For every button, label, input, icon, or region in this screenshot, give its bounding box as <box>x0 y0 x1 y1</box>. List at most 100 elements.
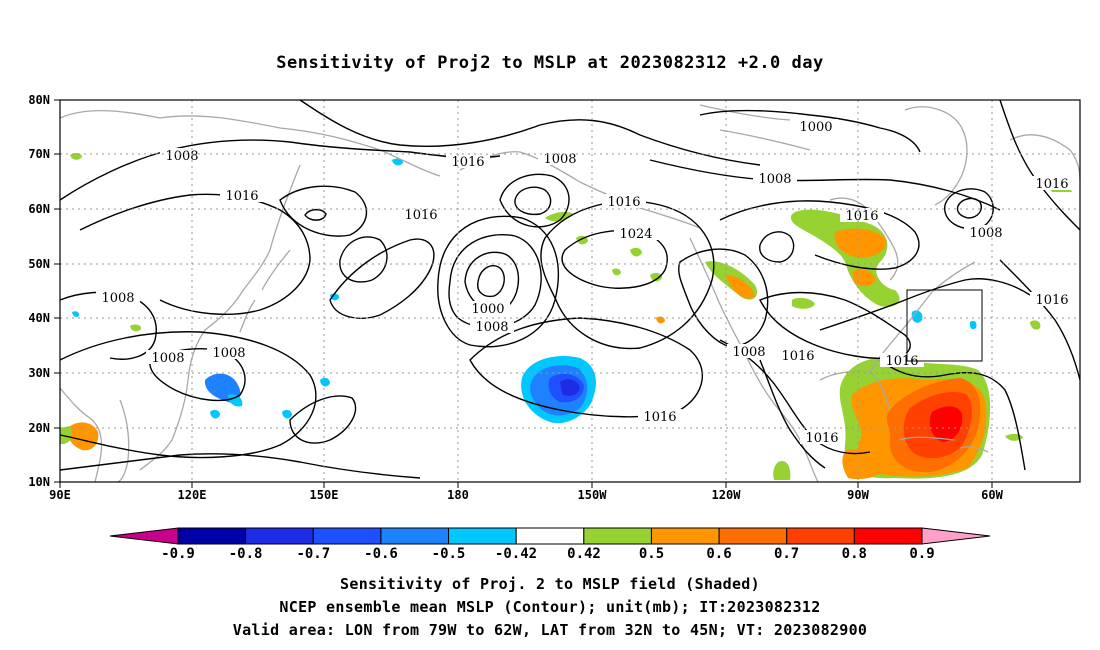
svg-text:1016: 1016 <box>885 354 918 369</box>
colorbar-cell <box>515 527 585 545</box>
colorbar-cell <box>380 527 450 545</box>
contour-label: 1008 <box>146 350 190 366</box>
contour-arctic-1008 <box>59 139 501 201</box>
lat-tick-label: 80N <box>28 93 50 107</box>
figure-title: Sensitivity of Proj2 to MSLP at 20230823… <box>276 53 823 73</box>
contour-high-1024 <box>561 229 668 289</box>
shade-small-green-1 <box>70 152 82 160</box>
contour-label: 1016 <box>1030 176 1074 192</box>
shade-small-blue-8 <box>72 311 80 317</box>
contour-bering-1000 <box>514 186 552 216</box>
colorbar-label: -0.7 <box>296 546 330 562</box>
svg-text:1016: 1016 <box>1035 293 1068 308</box>
contour-label: 1016 <box>840 208 884 224</box>
coast-india <box>59 387 103 483</box>
shade-small-blue-2 <box>210 409 220 419</box>
colorbar-label: -0.42 <box>495 546 537 562</box>
shade-atlantic-green <box>1030 320 1041 330</box>
colorbar-cells <box>177 527 923 545</box>
lon-tick-label: 60W <box>981 488 1003 502</box>
shade-small-green-5 <box>650 272 662 282</box>
contour-labrador-1008 <box>944 188 994 230</box>
shade-small-green-6 <box>612 268 621 276</box>
colorbar-label: 0.9 <box>909 546 934 562</box>
contour-arctic-1016 <box>299 99 761 166</box>
shade-small-green-4 <box>630 247 642 257</box>
contour-label: 1008 <box>96 290 140 306</box>
contour-labels: 1008 1016 1016 1008 1016 1008 1000 1008 … <box>96 119 1074 446</box>
contour-na-1016-b <box>759 291 911 360</box>
mslp-contours <box>59 99 1081 479</box>
svg-text:1016: 1016 <box>845 209 878 224</box>
lat-tick-label: 30N <box>28 366 50 380</box>
lon-tick-label: 120E <box>178 488 207 502</box>
contour-wpac-1008 <box>149 348 246 402</box>
contour-mexico-1016 <box>759 359 826 469</box>
coast-alaska <box>459 151 701 229</box>
contour-low-992 <box>477 264 505 298</box>
contour-low-1016 <box>437 215 559 348</box>
contour-wpac-1016 <box>59 331 317 459</box>
svg-text:1016: 1016 <box>781 349 814 364</box>
lon-tick-label: 180 <box>447 488 469 502</box>
svg-text:1016: 1016 <box>451 155 484 170</box>
colorbar-cell <box>245 527 314 545</box>
contour-asia-1016 <box>79 193 311 316</box>
svg-text:1008: 1008 <box>969 226 1002 241</box>
shade-small-blue-4 <box>392 158 404 166</box>
coast-greenland <box>904 106 968 206</box>
contour-label: 1016 <box>1030 292 1074 308</box>
colorbar-cell <box>583 527 652 545</box>
svg-text:1008: 1008 <box>151 351 184 366</box>
coast-japan <box>239 249 291 333</box>
colorbar-label: -0.8 <box>229 546 263 562</box>
shade-mexico-green <box>773 460 791 480</box>
contour-siberia-1016 <box>279 185 368 237</box>
footer-line-3: Valid area: LON from 79W to 62W, LAT fro… <box>233 621 868 639</box>
lat-tick-label: 70N <box>28 147 50 161</box>
contour-label: 1016 <box>602 194 646 210</box>
coast-arctic-islands <box>699 104 811 151</box>
footer-line-2: NCEP ensemble mean MSLP (Contour); unit(… <box>279 598 820 616</box>
coast-asia-east <box>139 164 301 471</box>
shade-small-blue-6 <box>911 310 923 323</box>
lon-tick-label: 90W <box>847 488 869 502</box>
colorbar-label: 0.42 <box>567 546 601 562</box>
colorbar-labels: -0.9 -0.8 -0.7 -0.6 -0.5 -0.42 0.42 0.5 … <box>161 546 935 562</box>
contour-bering-1008 <box>499 173 570 228</box>
contour-low-1008 <box>448 234 542 329</box>
colorbar: -0.9 -0.8 -0.7 -0.6 -0.5 -0.42 0.42 0.5 … <box>109 527 991 562</box>
contour-label: 1008 <box>964 225 1008 241</box>
shade-pacific-navy <box>560 379 580 396</box>
svg-text:1000: 1000 <box>471 302 504 317</box>
shade-rockies-orange <box>725 274 755 299</box>
lon-tick-label: 90E <box>49 488 71 502</box>
colorbar-label: -0.6 <box>364 546 398 562</box>
contour-label: 1016 <box>800 430 844 446</box>
shade-plains-green <box>792 297 815 309</box>
shade-small-green-7 <box>130 324 142 332</box>
tick-marks <box>54 99 993 488</box>
contour-tropics-1008 <box>59 453 421 479</box>
shade-yucatan-orange <box>842 449 885 480</box>
contour-label: 1008 <box>753 171 797 187</box>
shade-small-orange-1 <box>656 316 665 324</box>
svg-text:1016: 1016 <box>1035 177 1068 192</box>
lon-tick-label: 150E <box>310 488 339 502</box>
colorbar-cell <box>718 527 788 545</box>
colorbar-cell <box>650 527 720 545</box>
contour-asia-1008 <box>59 291 157 360</box>
lat-tick-label: 10N <box>28 475 50 489</box>
coast-caribbean-isles <box>899 436 989 453</box>
colorbar-label: -0.9 <box>161 546 195 562</box>
lon-axis: 90E 120E 150E 180 150W 120W 90W 60W <box>49 488 1003 502</box>
contour-canada-1016 <box>719 200 920 270</box>
lon-tick-label: 150W <box>578 488 608 502</box>
contour-subtropic-1016 <box>879 359 1026 471</box>
lat-tick-label: 20N <box>28 421 50 435</box>
map-plot-area: 1008 1016 1016 1008 1016 1008 1000 1008 … <box>28 93 1081 502</box>
plot-frame <box>59 99 1081 483</box>
svg-text:1008: 1008 <box>543 152 576 167</box>
contour-label: 1008 <box>160 148 204 164</box>
svg-text:1008: 1008 <box>758 172 791 187</box>
